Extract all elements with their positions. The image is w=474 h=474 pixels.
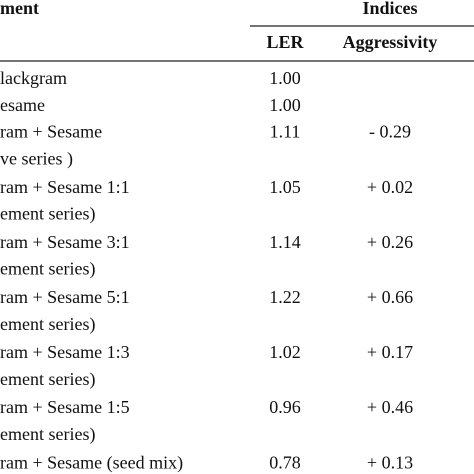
aggressivity: - 0.29: [369, 122, 411, 142]
treatment: ement series): [0, 259, 95, 280]
header-group: Indices: [362, 0, 417, 18]
treatment: ve series ): [0, 149, 73, 170]
header-aggressivity: Aggressivity: [343, 32, 438, 52]
aggressivity: + 0.66: [367, 287, 413, 307]
aggressivity: + 0.46: [367, 397, 413, 417]
treatment: ram + Sesame 1:5: [0, 397, 130, 417]
aggressivity: + 0.17: [367, 342, 413, 362]
treatment: ram + Sesame 1:3: [0, 342, 130, 362]
treatment: ement series): [0, 314, 95, 335]
aggressivity: + 0.02: [367, 177, 413, 197]
treatment: lackgram: [0, 68, 67, 88]
aggressivity: + 0.26: [367, 232, 413, 252]
treatment: ram + Sesame 1:1: [0, 177, 130, 197]
header-ler: LER: [266, 32, 304, 52]
ler: 0.96: [269, 397, 301, 417]
treatment: esame: [0, 95, 45, 115]
ler: 1.00: [269, 95, 301, 115]
ler: 1.02: [269, 342, 301, 362]
aggressivity: + 0.13: [367, 452, 413, 472]
treatment: ram + Sesame: [0, 122, 102, 142]
treatment: ram + Sesame (seed mix): [0, 452, 183, 473]
treatment: ement series): [0, 424, 95, 445]
ler: 1.05: [269, 177, 301, 197]
ler: 0.78: [269, 452, 301, 472]
header-treatment: ment: [0, 0, 39, 18]
ler: 1.14: [269, 232, 301, 252]
treatment: ement series): [0, 369, 95, 390]
ler: 1.22: [269, 287, 301, 307]
treatment: ram + Sesame 3:1: [0, 232, 130, 252]
ler: 1.11: [270, 122, 301, 142]
ler: 1.00: [269, 68, 301, 88]
treatment: ram + Sesame 5:1: [0, 287, 130, 307]
treatment: ement series): [0, 204, 95, 225]
